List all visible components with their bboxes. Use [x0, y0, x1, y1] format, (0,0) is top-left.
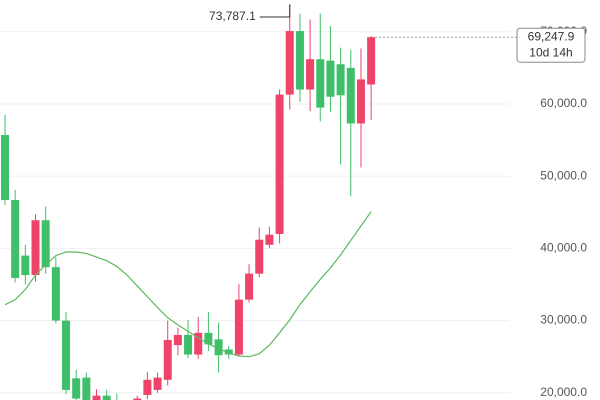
annotation-label: 73,787.1 [209, 9, 256, 23]
candle-body [245, 273, 254, 300]
y-tick-label: 50,000.0 [540, 168, 587, 182]
candle-body [184, 335, 193, 355]
candle-body [285, 31, 294, 95]
y-tick-label: 30,000.0 [540, 313, 587, 327]
candle-body [51, 267, 60, 321]
candle-body [295, 31, 304, 90]
candle-body [265, 234, 274, 245]
candle-body [326, 60, 335, 97]
y-tick-label: 60,000.0 [540, 96, 587, 110]
candle-body [275, 94, 284, 234]
candle-body [173, 335, 182, 346]
candle-body [21, 255, 30, 276]
candle-body [255, 239, 264, 274]
candle-body [102, 395, 111, 400]
candle-body [224, 349, 233, 355]
candle-body [367, 37, 376, 85]
candle-body [31, 220, 40, 276]
candle-body [72, 378, 81, 399]
candle-body [204, 332, 213, 345]
y-tick-label: 20,000.0 [540, 385, 587, 399]
candle-body [133, 398, 142, 400]
candle-body [41, 220, 50, 268]
candle-body [356, 79, 365, 124]
candle-body [11, 200, 20, 278]
candle-body [143, 379, 152, 395]
candle-body [316, 59, 325, 108]
candle-body [346, 67, 355, 124]
candle-body [336, 64, 345, 96]
candle-body [82, 377, 91, 400]
candle-body [92, 395, 101, 400]
candle-body [214, 339, 223, 356]
candle-body [62, 320, 71, 390]
candle-body [153, 377, 162, 390]
y-tick-label: 40,000.0 [540, 241, 587, 255]
candle-body [194, 332, 203, 355]
last-price-box [516, 27, 586, 63]
candle-body [1, 135, 9, 200]
last-price-label: 69,247.9 [528, 29, 575, 43]
candle-body [306, 59, 315, 90]
candle-body [163, 340, 172, 380]
candle-body [234, 299, 243, 355]
countdown-label: 10d 14h [529, 45, 572, 59]
moving-average-line [4, 211, 372, 358]
